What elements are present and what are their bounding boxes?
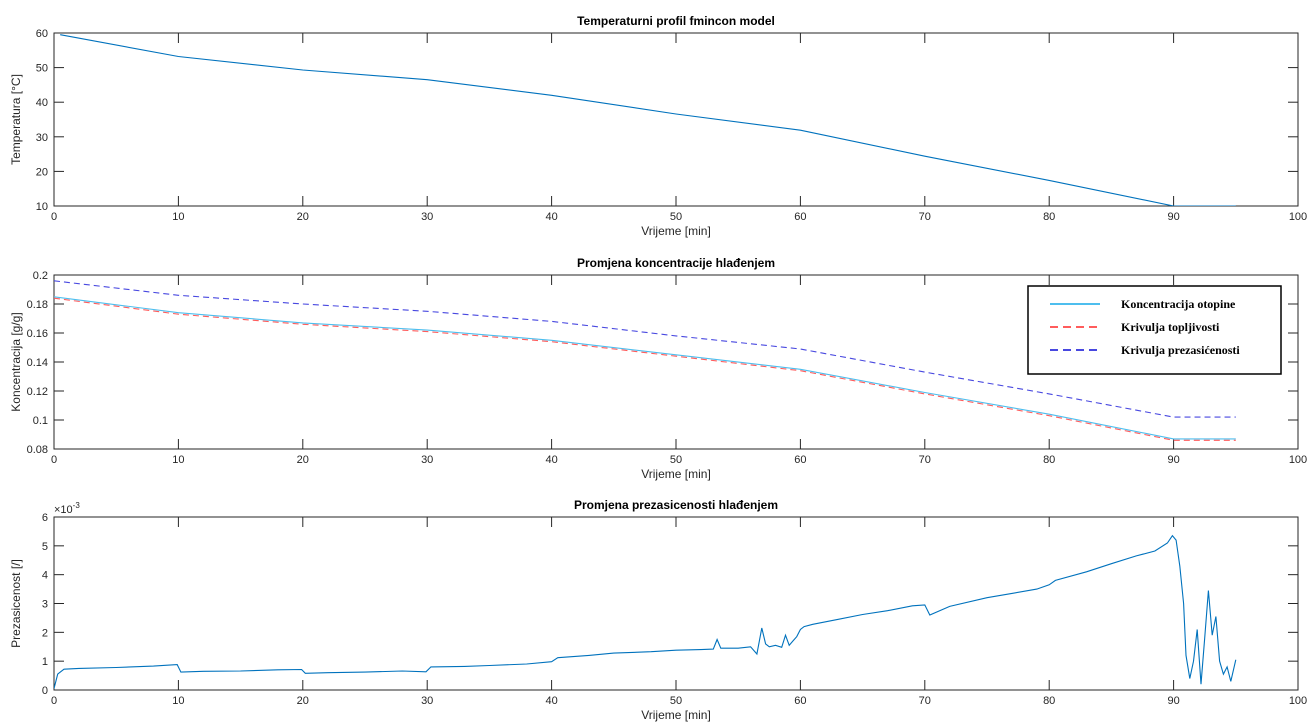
legend-label-2: Krivulja topljivosti (1121, 320, 1220, 334)
x-axis-label: Vrijeme [min] (641, 708, 711, 722)
y-tick-label: 0.16 (27, 328, 48, 340)
x-tick-label: 70 (919, 454, 931, 466)
x-tick-label: 90 (1167, 454, 1179, 466)
x-axis-label: Vrijeme [min] (641, 467, 711, 481)
series-line-3 (54, 280, 1236, 418)
y-tick-label: 0.2 (33, 270, 48, 282)
x-tick-label: 10 (172, 454, 184, 466)
y-tick-label: 0.1 (33, 415, 48, 427)
y-tick-label: 10 (36, 201, 48, 213)
legend-label-3: Krivulja prezasićenosti (1121, 343, 1240, 357)
series-group (60, 34, 1236, 206)
x-tick-label: 100 (1289, 211, 1307, 223)
x-tick-label: 80 (1043, 454, 1055, 466)
x-tick-label: 20 (297, 695, 309, 707)
series-group (54, 280, 1236, 441)
series-line-2 (54, 297, 1236, 441)
y-tick-label: 5 (42, 541, 48, 553)
legend-box (1027, 285, 1282, 375)
y-tick-label: 0.08 (27, 444, 48, 456)
subplot-2: 0 10 20 30 40 50 60 70 80 90 100 0.08 0.1 0.12 0.14 0.1… (9, 256, 1307, 481)
series-line-1 (54, 296, 1236, 440)
y-tick-label: 0.12 (27, 386, 48, 398)
x-tick-label: 20 (297, 211, 309, 223)
y-tick-label: 0.18 (27, 299, 48, 311)
plot-frame (53, 516, 1299, 691)
y-axis-label: Koncentracija [g/g] (9, 312, 23, 411)
y-tick-label: 6 (42, 512, 48, 524)
x-tick-label: 60 (794, 211, 806, 223)
series-line-1 (54, 534, 1237, 689)
y-tick-label: 3 (42, 599, 48, 611)
y-tick-label: 20 (36, 166, 48, 178)
y-tick-label: 4 (42, 570, 48, 582)
x-tick-label: 80 (1043, 211, 1055, 223)
axis-multiplier-base: ×10 (54, 504, 73, 516)
y-tick-label: 60 (36, 28, 48, 40)
x-tick-label: 100 (1289, 454, 1307, 466)
x-tick-label: 50 (670, 211, 682, 223)
y-tick-label: 0 (42, 685, 48, 697)
chart-title: Promjena koncentracije hlađenjem (577, 256, 775, 270)
x-axis-label: Vrijeme [min] (641, 224, 711, 238)
x-tick-label: 50 (670, 454, 682, 466)
x-tick-label: 0 (51, 211, 57, 223)
x-tick-label: 90 (1167, 211, 1179, 223)
x-tick-label: 80 (1043, 695, 1055, 707)
x-tick-label: 70 (919, 211, 931, 223)
y-tick-label: 30 (36, 132, 48, 144)
subplot-1: 0 10 20 30 40 50 60 70 80 90 100102030405060Temper… (9, 14, 1307, 238)
x-tick-label: 40 (545, 695, 557, 707)
x-tick-label: 10 (172, 211, 184, 223)
x-tick-label: 30 (421, 695, 433, 707)
x-tick-label: 20 (297, 454, 309, 466)
plot-frame (53, 32, 1299, 207)
x-tick-label: 50 (670, 695, 682, 707)
x-tick-label: 60 (794, 695, 806, 707)
subplot-3: 0 10 20 30 40 50 60 70 80 90 100 0 1 2 3 4 5 6 Promjena pr… (9, 498, 1307, 722)
chart-title: Promjena prezasicenosti hlađenjem (574, 498, 778, 512)
x-tick-label: 40 (545, 454, 557, 466)
x-tick-label: 90 (1167, 695, 1179, 707)
axis-multiplier-exponent: -3 (73, 501, 81, 510)
x-tick-label: 30 (421, 211, 433, 223)
x-tick-label: 40 (545, 211, 557, 223)
legend-label-1: Koncentracija otopine (1121, 297, 1236, 311)
x-tick-label: 100 (1289, 695, 1307, 707)
series-group (54, 534, 1237, 689)
y-tick-label: 40 (36, 97, 48, 109)
x-tick-label: 30 (421, 454, 433, 466)
series-line-1 (60, 34, 1236, 206)
y-axis-label: Temperatura [°C] (9, 74, 23, 165)
x-tick-label: 10 (172, 695, 184, 707)
x-tick-label: 70 (919, 695, 931, 707)
y-tick-label: 0.14 (27, 357, 48, 369)
x-tick-label: 0 (51, 454, 57, 466)
axis-multiplier: ×10-3 (54, 501, 80, 516)
y-tick-label: 2 (42, 627, 48, 639)
x-tick-label: 60 (794, 454, 806, 466)
legend: Koncentracija otopine Krivulja topljivost… (1027, 285, 1282, 375)
x-tick-label: 0 (51, 695, 57, 707)
chart-title: Temperaturni profil fmincon model (577, 14, 775, 28)
y-tick-label: 50 (36, 63, 48, 75)
y-tick-label: 1 (42, 656, 48, 668)
y-axis-label: Prezasicenost [/] (9, 559, 23, 648)
